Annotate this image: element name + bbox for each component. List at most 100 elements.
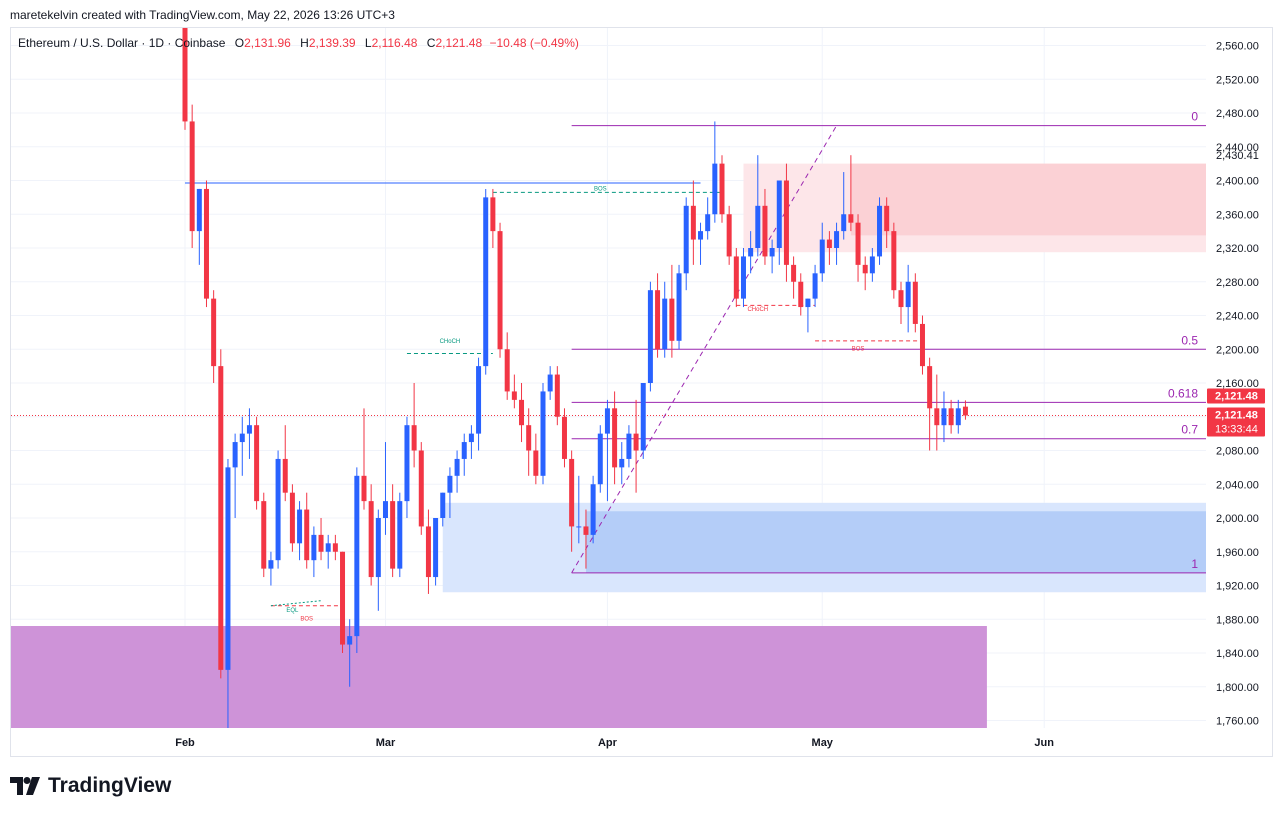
candle-body	[297, 509, 303, 544]
y-tick-label: 1,920.00	[1216, 581, 1259, 593]
candle	[740, 248, 746, 308]
candle	[554, 366, 560, 426]
candle-body	[254, 425, 260, 502]
candle	[196, 188, 202, 265]
candle-body	[698, 231, 704, 240]
candle	[261, 492, 267, 578]
candle-body	[948, 408, 954, 426]
candle-body	[218, 366, 224, 670]
candle-body	[203, 188, 209, 299]
candle-body	[354, 475, 360, 637]
candle	[877, 197, 883, 265]
candle	[325, 534, 331, 569]
candle-body	[869, 256, 875, 274]
y-tick-label: 2,360.00	[1216, 209, 1259, 221]
high-label: H	[300, 36, 309, 50]
candle	[189, 104, 195, 248]
candle-body	[626, 433, 632, 459]
tradingview-logo[interactable]: TradingView	[10, 774, 171, 798]
candle-body	[783, 180, 789, 265]
candle-body	[225, 467, 231, 670]
candle-body	[275, 458, 281, 561]
candle	[919, 315, 925, 375]
candle-body	[368, 501, 374, 578]
candle-body	[912, 281, 918, 324]
candle	[497, 222, 503, 358]
candle	[819, 222, 825, 282]
fib-level-label: 0.618	[1168, 386, 1198, 400]
candle-body	[497, 231, 503, 350]
candle	[354, 467, 360, 653]
candle	[927, 357, 933, 451]
price-badge-text: 2,121.48	[1215, 410, 1258, 422]
fib-level-label: 1	[1191, 557, 1198, 571]
y-tick-label: 2,480.00	[1216, 108, 1259, 120]
candle	[268, 551, 274, 586]
candle	[690, 180, 696, 265]
candle	[891, 222, 897, 299]
candle	[397, 492, 403, 578]
candle-body	[382, 501, 388, 518]
candle	[898, 281, 904, 324]
candle-body	[791, 264, 797, 282]
candle-body	[211, 298, 217, 367]
candle-body	[826, 239, 832, 248]
candle-body	[919, 323, 925, 367]
candle	[468, 425, 474, 459]
candle	[411, 383, 417, 468]
candle-body	[676, 273, 682, 341]
y-tick-label: 2,560.00	[1216, 41, 1259, 53]
tradingview-logo-icon	[10, 777, 40, 795]
candle-body	[547, 374, 553, 392]
candle	[812, 264, 818, 308]
low-label: L	[364, 36, 372, 50]
change-value: −10.48 (−0.49%)	[489, 36, 579, 50]
candle-body	[425, 526, 431, 578]
candle-body	[569, 458, 575, 527]
candle	[254, 416, 260, 510]
candle	[934, 374, 940, 451]
candle-body	[554, 374, 560, 417]
candle-body	[511, 391, 517, 400]
candle-body	[332, 543, 338, 552]
candle-body	[268, 560, 274, 569]
candle-body	[941, 408, 947, 426]
candle	[418, 442, 424, 535]
candle-body	[411, 425, 417, 451]
supply-zone-inner	[850, 163, 1206, 236]
candle	[569, 450, 575, 552]
candle	[433, 518, 439, 586]
y-tick-label: 1,880.00	[1216, 614, 1259, 626]
candle	[712, 121, 718, 223]
y-tick-label: 2,080.00	[1216, 446, 1259, 458]
candle-body	[726, 214, 732, 257]
candle-body	[540, 391, 546, 476]
candle-body	[418, 450, 424, 527]
candle-body	[561, 416, 567, 459]
candle-body	[196, 188, 202, 232]
structure-label: CHoCH	[747, 307, 768, 313]
candle-body	[927, 366, 933, 409]
candle-body	[311, 534, 317, 561]
candle	[490, 188, 496, 248]
candle	[676, 264, 682, 350]
candle	[826, 231, 832, 265]
candle-body	[519, 399, 525, 426]
candle-body	[884, 205, 890, 232]
candle-body	[590, 484, 596, 535]
tradingview-logo-text: TradingView	[48, 774, 172, 797]
candle	[612, 391, 618, 485]
candle-body	[404, 425, 410, 502]
candle	[884, 197, 890, 248]
candle	[211, 290, 217, 383]
chart-frame	[10, 27, 1273, 757]
candle-body	[576, 526, 582, 528]
candle-body	[934, 408, 940, 426]
y-tick-label: 2,320.00	[1216, 243, 1259, 255]
candle	[282, 425, 288, 502]
candle-body	[246, 425, 252, 434]
y-tick-label: 1,840.00	[1216, 648, 1259, 660]
fib-level-label: 0	[1191, 110, 1198, 124]
candle-body	[604, 408, 610, 434]
